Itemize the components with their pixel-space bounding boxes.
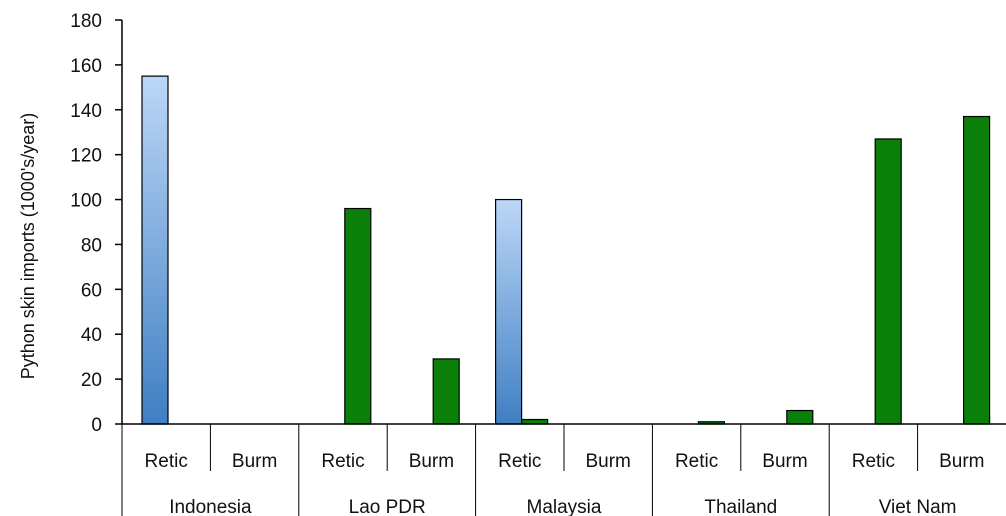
- country-label: Indonesia: [169, 497, 252, 516]
- subcategory-label: Burm: [585, 451, 630, 472]
- bar-series-b: [432, 358, 460, 425]
- axes: [121, 20, 1006, 516]
- y-tick-label: 180: [70, 11, 102, 32]
- y-tick-label: 140: [70, 101, 102, 122]
- subcategory-label: Retic: [498, 451, 541, 472]
- bars: [141, 75, 991, 425]
- subcategory-label: Retic: [675, 451, 718, 472]
- y-tick-label: 120: [70, 146, 102, 167]
- y-tick-label: 80: [81, 235, 102, 256]
- country-label: Lao PDR: [349, 497, 426, 516]
- subcategory-label: Burm: [939, 451, 984, 472]
- y-tick-label: 60: [81, 280, 102, 301]
- bar-series-b: [962, 115, 991, 425]
- y-axis-ticks: 0 20 40 60 80 100 120 140 160 180: [70, 11, 122, 436]
- bar-series-a: [495, 198, 523, 425]
- subcategory-label: Retic: [321, 451, 364, 472]
- y-tick-label: 100: [70, 191, 102, 212]
- subcategory-label: Retic: [852, 451, 895, 472]
- country-label: Malaysia: [527, 497, 602, 516]
- subcategory-label: Burm: [409, 451, 454, 472]
- y-axis-title: Python skin imports (1000's/year): [18, 113, 38, 380]
- subcategory-label: Burm: [232, 451, 277, 472]
- bar-series-b: [786, 409, 814, 425]
- subcategory-label: Burm: [762, 451, 807, 472]
- bar-series-b: [344, 207, 372, 425]
- y-tick-label: 0: [91, 415, 102, 436]
- bar-series-b: [874, 138, 902, 425]
- y-tick-label: 20: [81, 370, 102, 391]
- country-label: Thailand: [704, 497, 777, 516]
- y-tick-label: 40: [81, 325, 102, 346]
- country-label: Viet Nam: [879, 497, 957, 516]
- subcategory-label: Retic: [145, 451, 188, 472]
- y-tick-label: 160: [70, 56, 102, 77]
- category-axis: Retic Burm Indonesia Retic Burm Lao PDR Retic B…: [145, 451, 985, 516]
- bar-series-a: [141, 75, 169, 425]
